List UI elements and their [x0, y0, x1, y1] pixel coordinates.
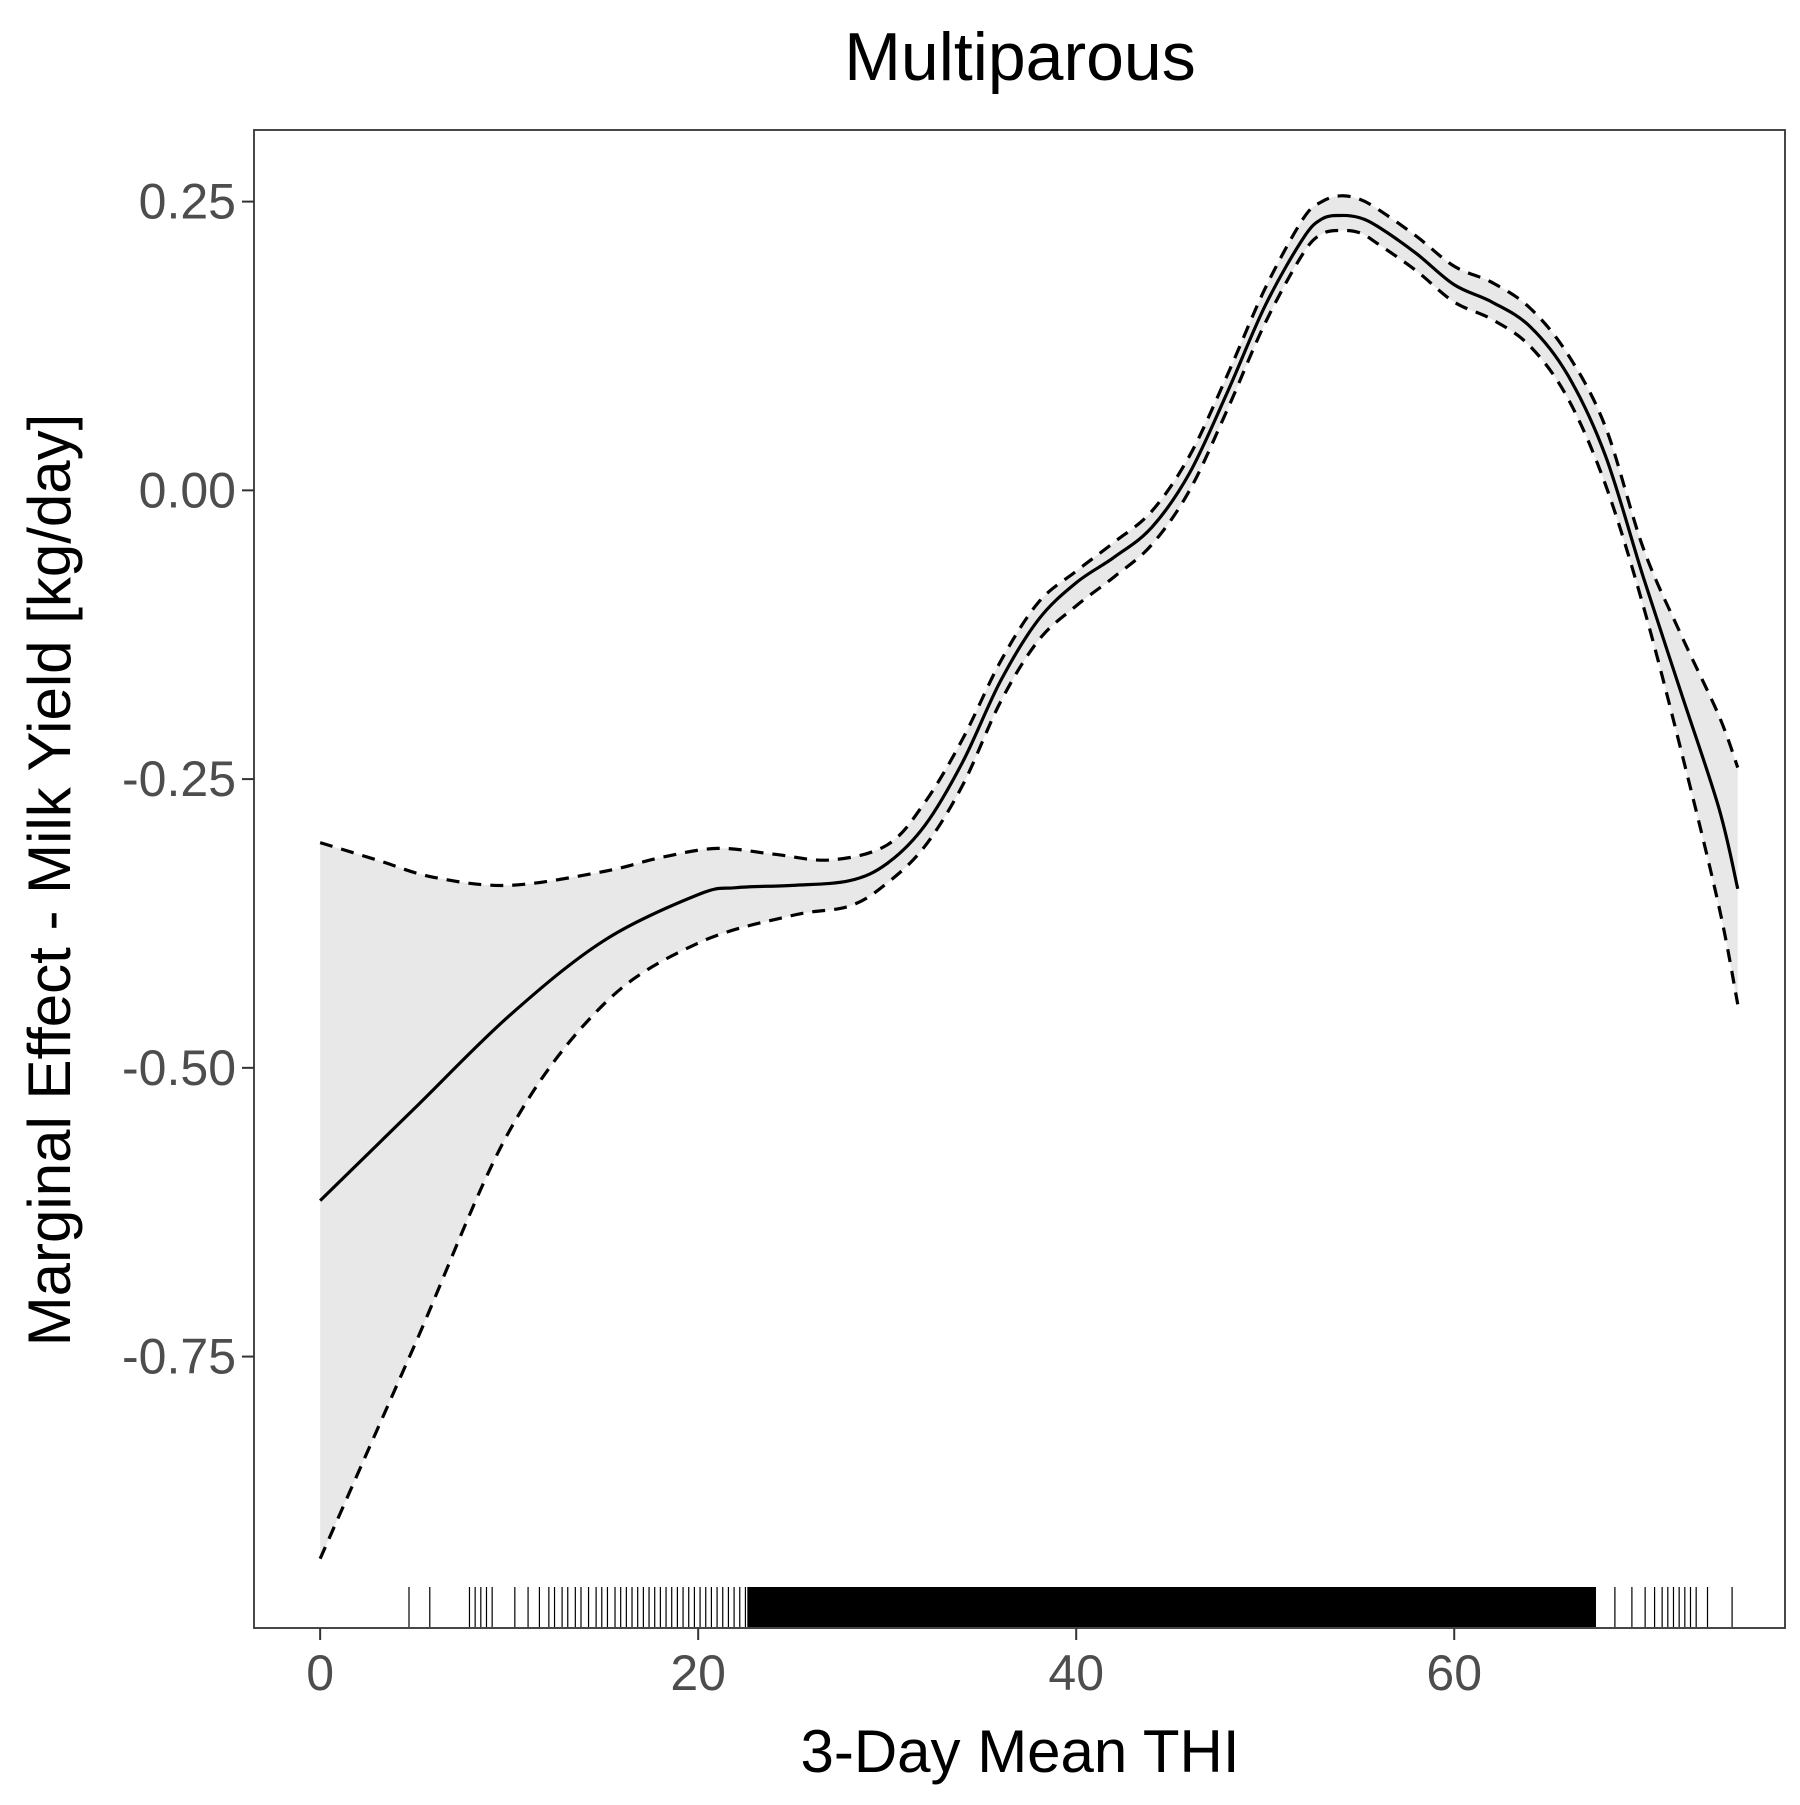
- x-axis-label: 3-Day Mean THI: [800, 1718, 1239, 1785]
- upper-bound-dashed-line: [319, 194, 1740, 888]
- x-tick-label: 20: [670, 1645, 726, 1701]
- rug-dense-band: [747, 1587, 1596, 1627]
- x-tick-label: 60: [1426, 1645, 1482, 1701]
- plot-data-layer: [318, 194, 1740, 1627]
- y-axis-label: Marginal Effect - Milk Yield [kg/day]: [16, 414, 83, 1347]
- y-tick-label: 0.25: [139, 174, 236, 230]
- x-tick-label: 40: [1048, 1645, 1104, 1701]
- y-tick-label: -0.25: [122, 751, 236, 807]
- lower-bound-dashed-line: [318, 228, 1740, 1560]
- rug-marks: [408, 1587, 1733, 1627]
- panel-border: [253, 129, 1786, 1629]
- confidence-ribbon: [320, 195, 1738, 1559]
- axes-layer: 0 20 40 60 0.25 0.00 -0.25 -0.50 -0.75: [122, 174, 1482, 1701]
- x-tick-label: 0: [306, 1645, 334, 1701]
- y-tick-label: -0.75: [122, 1329, 236, 1385]
- estimate-line: [319, 213, 1740, 1202]
- chart-title: Multiparous: [844, 19, 1196, 95]
- y-tick-label: 0.00: [139, 462, 236, 518]
- y-tick-label: -0.50: [122, 1040, 236, 1096]
